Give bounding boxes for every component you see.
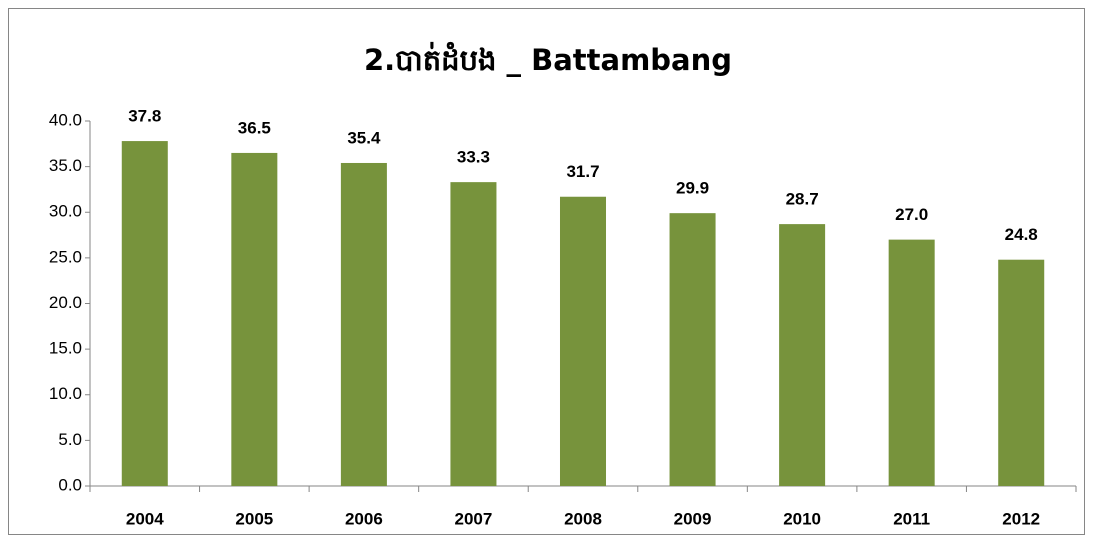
x-tick-label: 2012: [1002, 509, 1040, 528]
bar: [450, 182, 497, 486]
y-tick-label: 5.0: [58, 430, 82, 449]
x-tick-label: 2005: [235, 509, 273, 528]
bar: [559, 196, 607, 487]
data-label: 37.8: [128, 107, 161, 126]
x-tick-label: 2004: [126, 509, 164, 528]
bar: [888, 239, 935, 486]
y-tick-label: 25.0: [49, 247, 82, 266]
x-tick-label: 2011: [893, 509, 930, 528]
data-label: 35.4: [347, 128, 381, 147]
data-label: 31.7: [566, 162, 599, 181]
x-tick-label: 2006: [345, 509, 383, 528]
data-label: 27.0: [895, 205, 928, 224]
y-tick-label: 40.0: [49, 110, 82, 129]
x-tick-label: 2010: [783, 509, 821, 528]
data-label: 36.5: [238, 118, 271, 137]
y-tick-label: 0.0: [58, 475, 82, 494]
bar: [779, 224, 826, 487]
data-label: 24.8: [1005, 225, 1038, 244]
y-tick-label: 35.0: [49, 156, 82, 175]
data-label: 29.9: [676, 179, 709, 198]
x-tick-label: 2007: [455, 509, 493, 528]
x-tick-label: 2008: [564, 509, 602, 528]
bar: [231, 152, 278, 486]
bar: [669, 213, 716, 486]
y-tick-label: 15.0: [49, 339, 82, 358]
bar: [340, 162, 387, 486]
y-tick-label: 20.0: [49, 293, 82, 312]
chart-title: 2.បាត់ដំបង _ Battambang: [364, 41, 732, 77]
bar: [121, 141, 168, 486]
data-label: 28.7: [786, 190, 819, 209]
x-tick-label: 2009: [674, 509, 712, 528]
data-label: 33.3: [457, 148, 490, 167]
y-tick-label: 10.0: [49, 384, 82, 403]
bar: [998, 259, 1045, 486]
y-tick-label: 30.0: [49, 202, 82, 221]
